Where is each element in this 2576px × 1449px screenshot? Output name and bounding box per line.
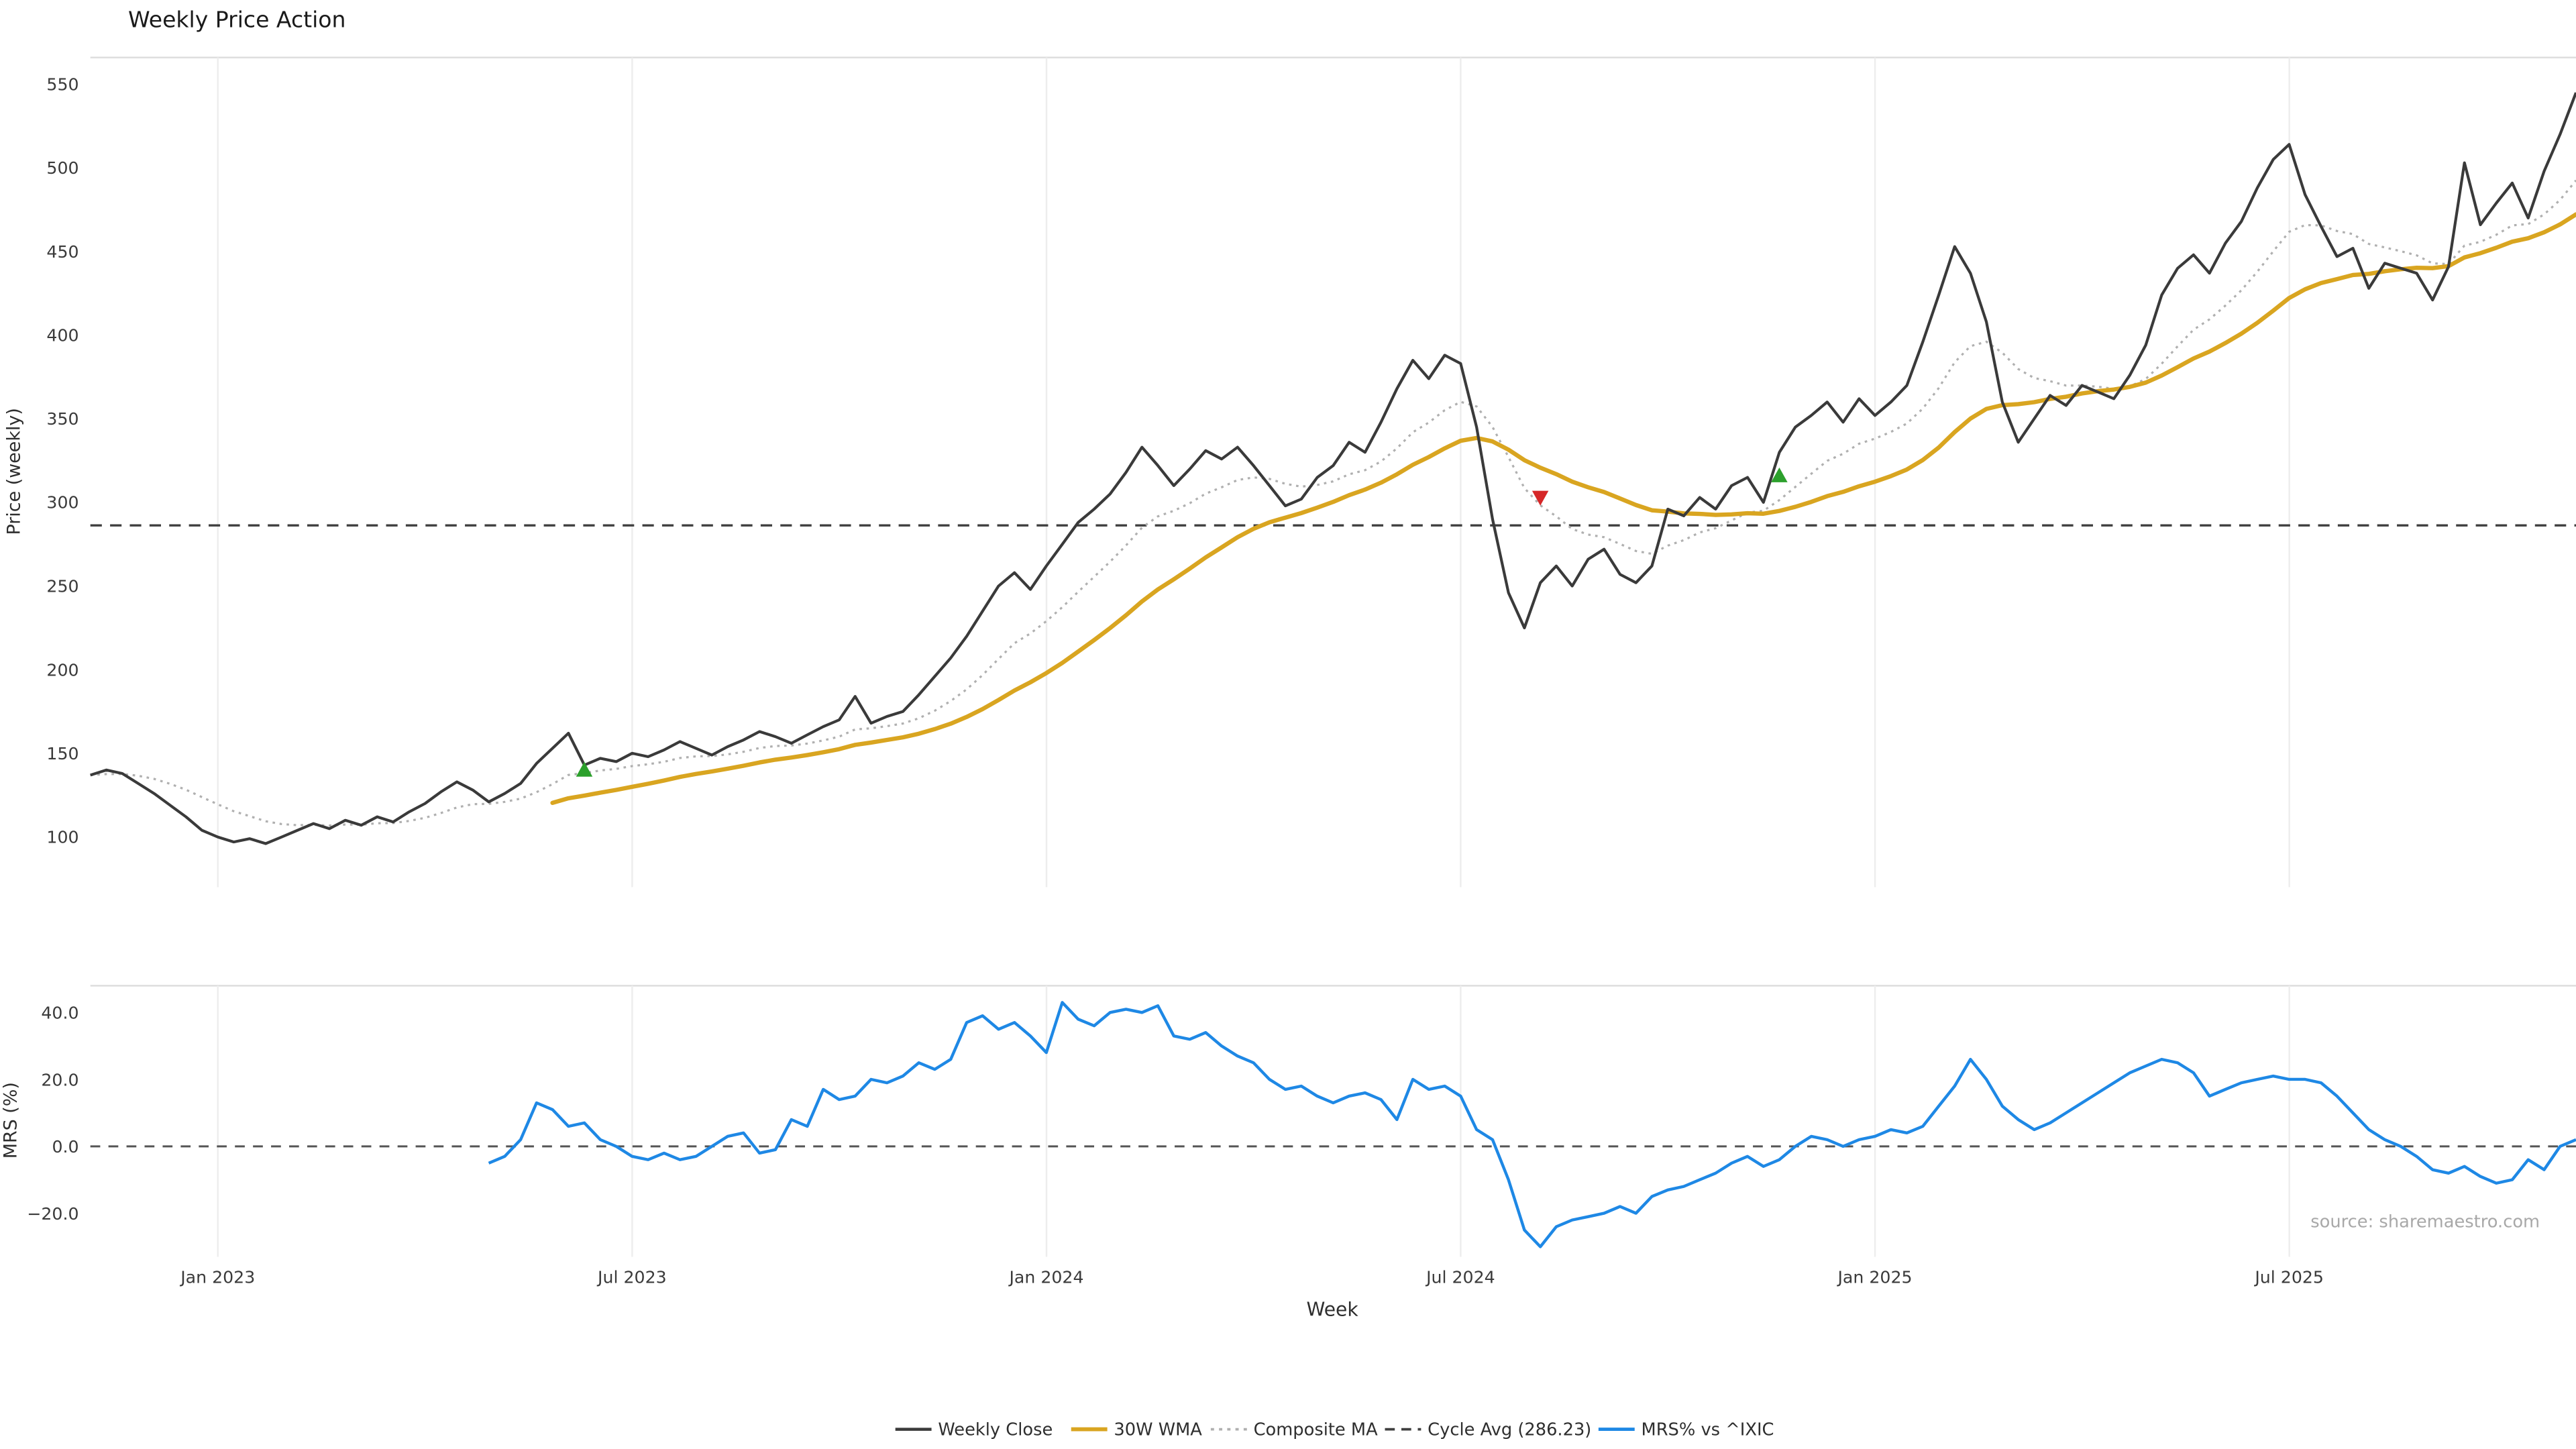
x-tick-label: Jul 2023	[596, 1268, 667, 1287]
x-tick-label: Jan 2025	[1836, 1268, 1912, 1287]
legend: Weekly Close 30W WMA Composite MA Cycle …	[895, 1419, 1774, 1440]
price-tick-label: 200	[46, 660, 78, 680]
mrs-axis-title: MRS (%)	[0, 1082, 21, 1159]
mrs-relative-strength-line	[488, 1001, 2576, 1248]
legend-item-mrs: MRS% vs ^IXIC	[1598, 1419, 1774, 1440]
legend-label: 30W WMA	[1114, 1419, 1202, 1440]
legend-label: Weekly Close	[938, 1419, 1053, 1440]
price-tick-label: 250	[46, 577, 78, 596]
composite-ma-line	[90, 179, 2576, 827]
price-axis-ticks: 550 500 450 400 350 300 250 200 150 100	[46, 74, 78, 847]
price-panel-gridlines	[217, 57, 2290, 888]
price-axis-title: Price (weekly)	[3, 408, 24, 535]
x-tick-label: Jul 2024	[1425, 1268, 1495, 1287]
legend-item-cycle-avg: Cycle Avg (286.23)	[1385, 1419, 1591, 1440]
price-tick-label: 500	[46, 158, 78, 178]
wma-30w-line	[550, 212, 2576, 805]
x-tick-label: Jan 2024	[1008, 1268, 1083, 1287]
x-tick-label: Jan 2023	[179, 1268, 255, 1287]
mrs-axis-ticks: 40.0 20.0 0.0 −20.0	[27, 1004, 78, 1224]
weekly-close-line	[90, 92, 2576, 845]
price-tick-label: 450	[46, 242, 78, 262]
series-layer	[90, 92, 2576, 1248]
legend-item-30w-wma: 30W WMA	[1071, 1419, 1202, 1440]
legend-item-weekly-close: Weekly Close	[895, 1419, 1053, 1440]
buy-signal-marker	[576, 761, 593, 777]
x-axis-title: Week	[1307, 1299, 1359, 1321]
sell-signal-marker	[1532, 490, 1549, 506]
legend-label: Composite MA	[1254, 1419, 1379, 1440]
mrs-tick-label: 0.0	[52, 1137, 78, 1157]
x-axis-ticks: Jan 2023 Jul 2023 Jan 2024 Jul 2024 Jan …	[179, 1268, 2324, 1287]
mrs-tick-label: −20.0	[27, 1204, 78, 1224]
legend-item-composite-ma: Composite MA	[1210, 1419, 1379, 1440]
legend-label: Cycle Avg (286.23)	[1428, 1419, 1591, 1440]
price-tick-label: 400	[46, 325, 78, 345]
source-credit: source: sharemaestro.com	[2310, 1212, 2540, 1232]
price-tick-label: 100	[46, 828, 78, 847]
price-tick-label: 550	[46, 74, 78, 94]
mrs-tick-label: 40.0	[41, 1004, 78, 1023]
mrs-tick-label: 20.0	[41, 1070, 78, 1089]
x-tick-label: Jul 2025	[2253, 1268, 2324, 1287]
mrs-panel-gridlines	[217, 985, 2290, 1257]
chart-title: Weekly Price Action	[128, 6, 345, 32]
price-tick-label: 300	[46, 493, 78, 513]
legend-label: MRS% vs ^IXIC	[1642, 1419, 1774, 1440]
price-tick-label: 150	[46, 744, 78, 763]
price-tick-label: 350	[46, 409, 78, 429]
buy-signal-marker	[1771, 467, 1788, 482]
